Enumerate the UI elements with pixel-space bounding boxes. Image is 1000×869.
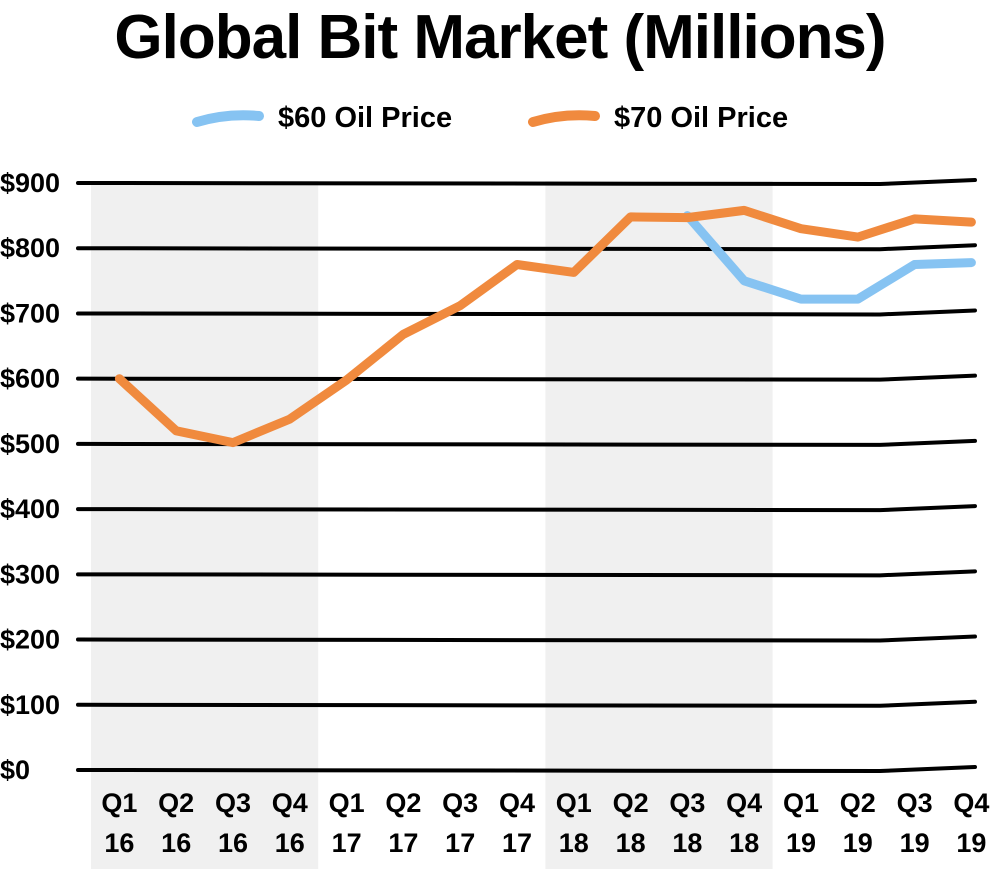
- legend-label: $60 Oil Price: [278, 102, 452, 134]
- x-tick-quarter: Q3: [897, 788, 933, 818]
- gridline: [76, 634, 977, 643]
- x-tick-quarter: Q2: [385, 788, 421, 818]
- shaded-band: [545, 181, 773, 869]
- x-tick-quarter: Q1: [783, 788, 819, 818]
- x-tick-year: 17: [388, 828, 418, 858]
- y-tick-label: $600: [0, 364, 60, 394]
- x-tick-quarter: Q2: [158, 788, 194, 818]
- x-tick-quarter: Q2: [840, 788, 876, 818]
- x-tick-quarter: Q3: [669, 788, 705, 818]
- x-tick-year: 16: [104, 828, 134, 858]
- x-tick-quarter: Q1: [329, 788, 365, 818]
- series-line-1: [682, 211, 976, 304]
- gridline: [76, 243, 977, 252]
- x-tick-quarter: Q2: [613, 788, 649, 818]
- gridline: [76, 178, 977, 187]
- x-tick-year: 18: [616, 828, 646, 858]
- y-tick-label: $100: [0, 690, 60, 720]
- x-tick-year: 19: [900, 828, 930, 858]
- gridlines: [76, 178, 977, 774]
- gridline: [76, 569, 977, 578]
- x-tick-year: 16: [161, 828, 191, 858]
- x-tick-year: 19: [786, 828, 816, 858]
- x-tick-quarter: Q1: [556, 788, 592, 818]
- legend-swatch: [192, 110, 264, 127]
- y-axis-tick-labels: $0 $100 $200 $300 $400 $500 $600 $700 $800 $900: [0, 168, 60, 785]
- shaded-bands: [91, 181, 773, 869]
- gridline: [76, 438, 977, 447]
- x-tick-year: 17: [445, 828, 475, 858]
- x-tick-quarter: Q3: [215, 788, 251, 818]
- gridline: [76, 699, 977, 708]
- chart-title: Global Bit Market (Millions): [114, 3, 886, 72]
- x-tick-year: 18: [672, 828, 702, 858]
- legend-item: $70 Oil Price: [528, 102, 788, 134]
- y-tick-label: $500: [0, 429, 60, 459]
- x-tick-quarter: Q4: [726, 788, 762, 818]
- gridline: [76, 504, 977, 513]
- legend: $60 Oil Price $70 Oil Price: [192, 102, 788, 134]
- x-tick-year: 16: [275, 828, 305, 858]
- x-tick-quarter: Q3: [442, 788, 478, 818]
- y-tick-label: $200: [0, 625, 60, 655]
- x-axis-tick-labels: Q116Q216Q316Q416Q117Q217Q317Q417Q118Q218…: [101, 788, 989, 858]
- x-tick-year: 19: [843, 828, 873, 858]
- x-tick-year: 18: [559, 828, 589, 858]
- series-lines: [114, 205, 976, 448]
- y-tick-label: $0: [0, 755, 30, 785]
- legend-swatch: [528, 110, 600, 127]
- legend-item: $60 Oil Price: [192, 102, 452, 134]
- x-tick-year: 18: [729, 828, 759, 858]
- y-tick-label: $900: [0, 168, 60, 198]
- y-tick-label: $300: [0, 559, 60, 589]
- y-tick-label: $800: [0, 233, 60, 263]
- x-tick-quarter: Q4: [499, 788, 535, 818]
- gridline: [76, 308, 977, 317]
- x-tick-year: 16: [218, 828, 248, 858]
- y-tick-label: $700: [0, 298, 60, 328]
- gridline: [76, 765, 977, 774]
- y-tick-label: $400: [0, 494, 60, 524]
- legend-label: $70 Oil Price: [614, 102, 788, 134]
- series-line-2: [114, 205, 976, 448]
- shaded-band: [91, 181, 319, 869]
- x-tick-quarter: Q4: [953, 788, 989, 818]
- x-tick-year: 19: [956, 828, 986, 858]
- x-tick-quarter: Q4: [272, 788, 308, 818]
- x-tick-year: 17: [332, 828, 362, 858]
- x-tick-year: 17: [502, 828, 532, 858]
- x-tick-quarter: Q1: [101, 788, 137, 818]
